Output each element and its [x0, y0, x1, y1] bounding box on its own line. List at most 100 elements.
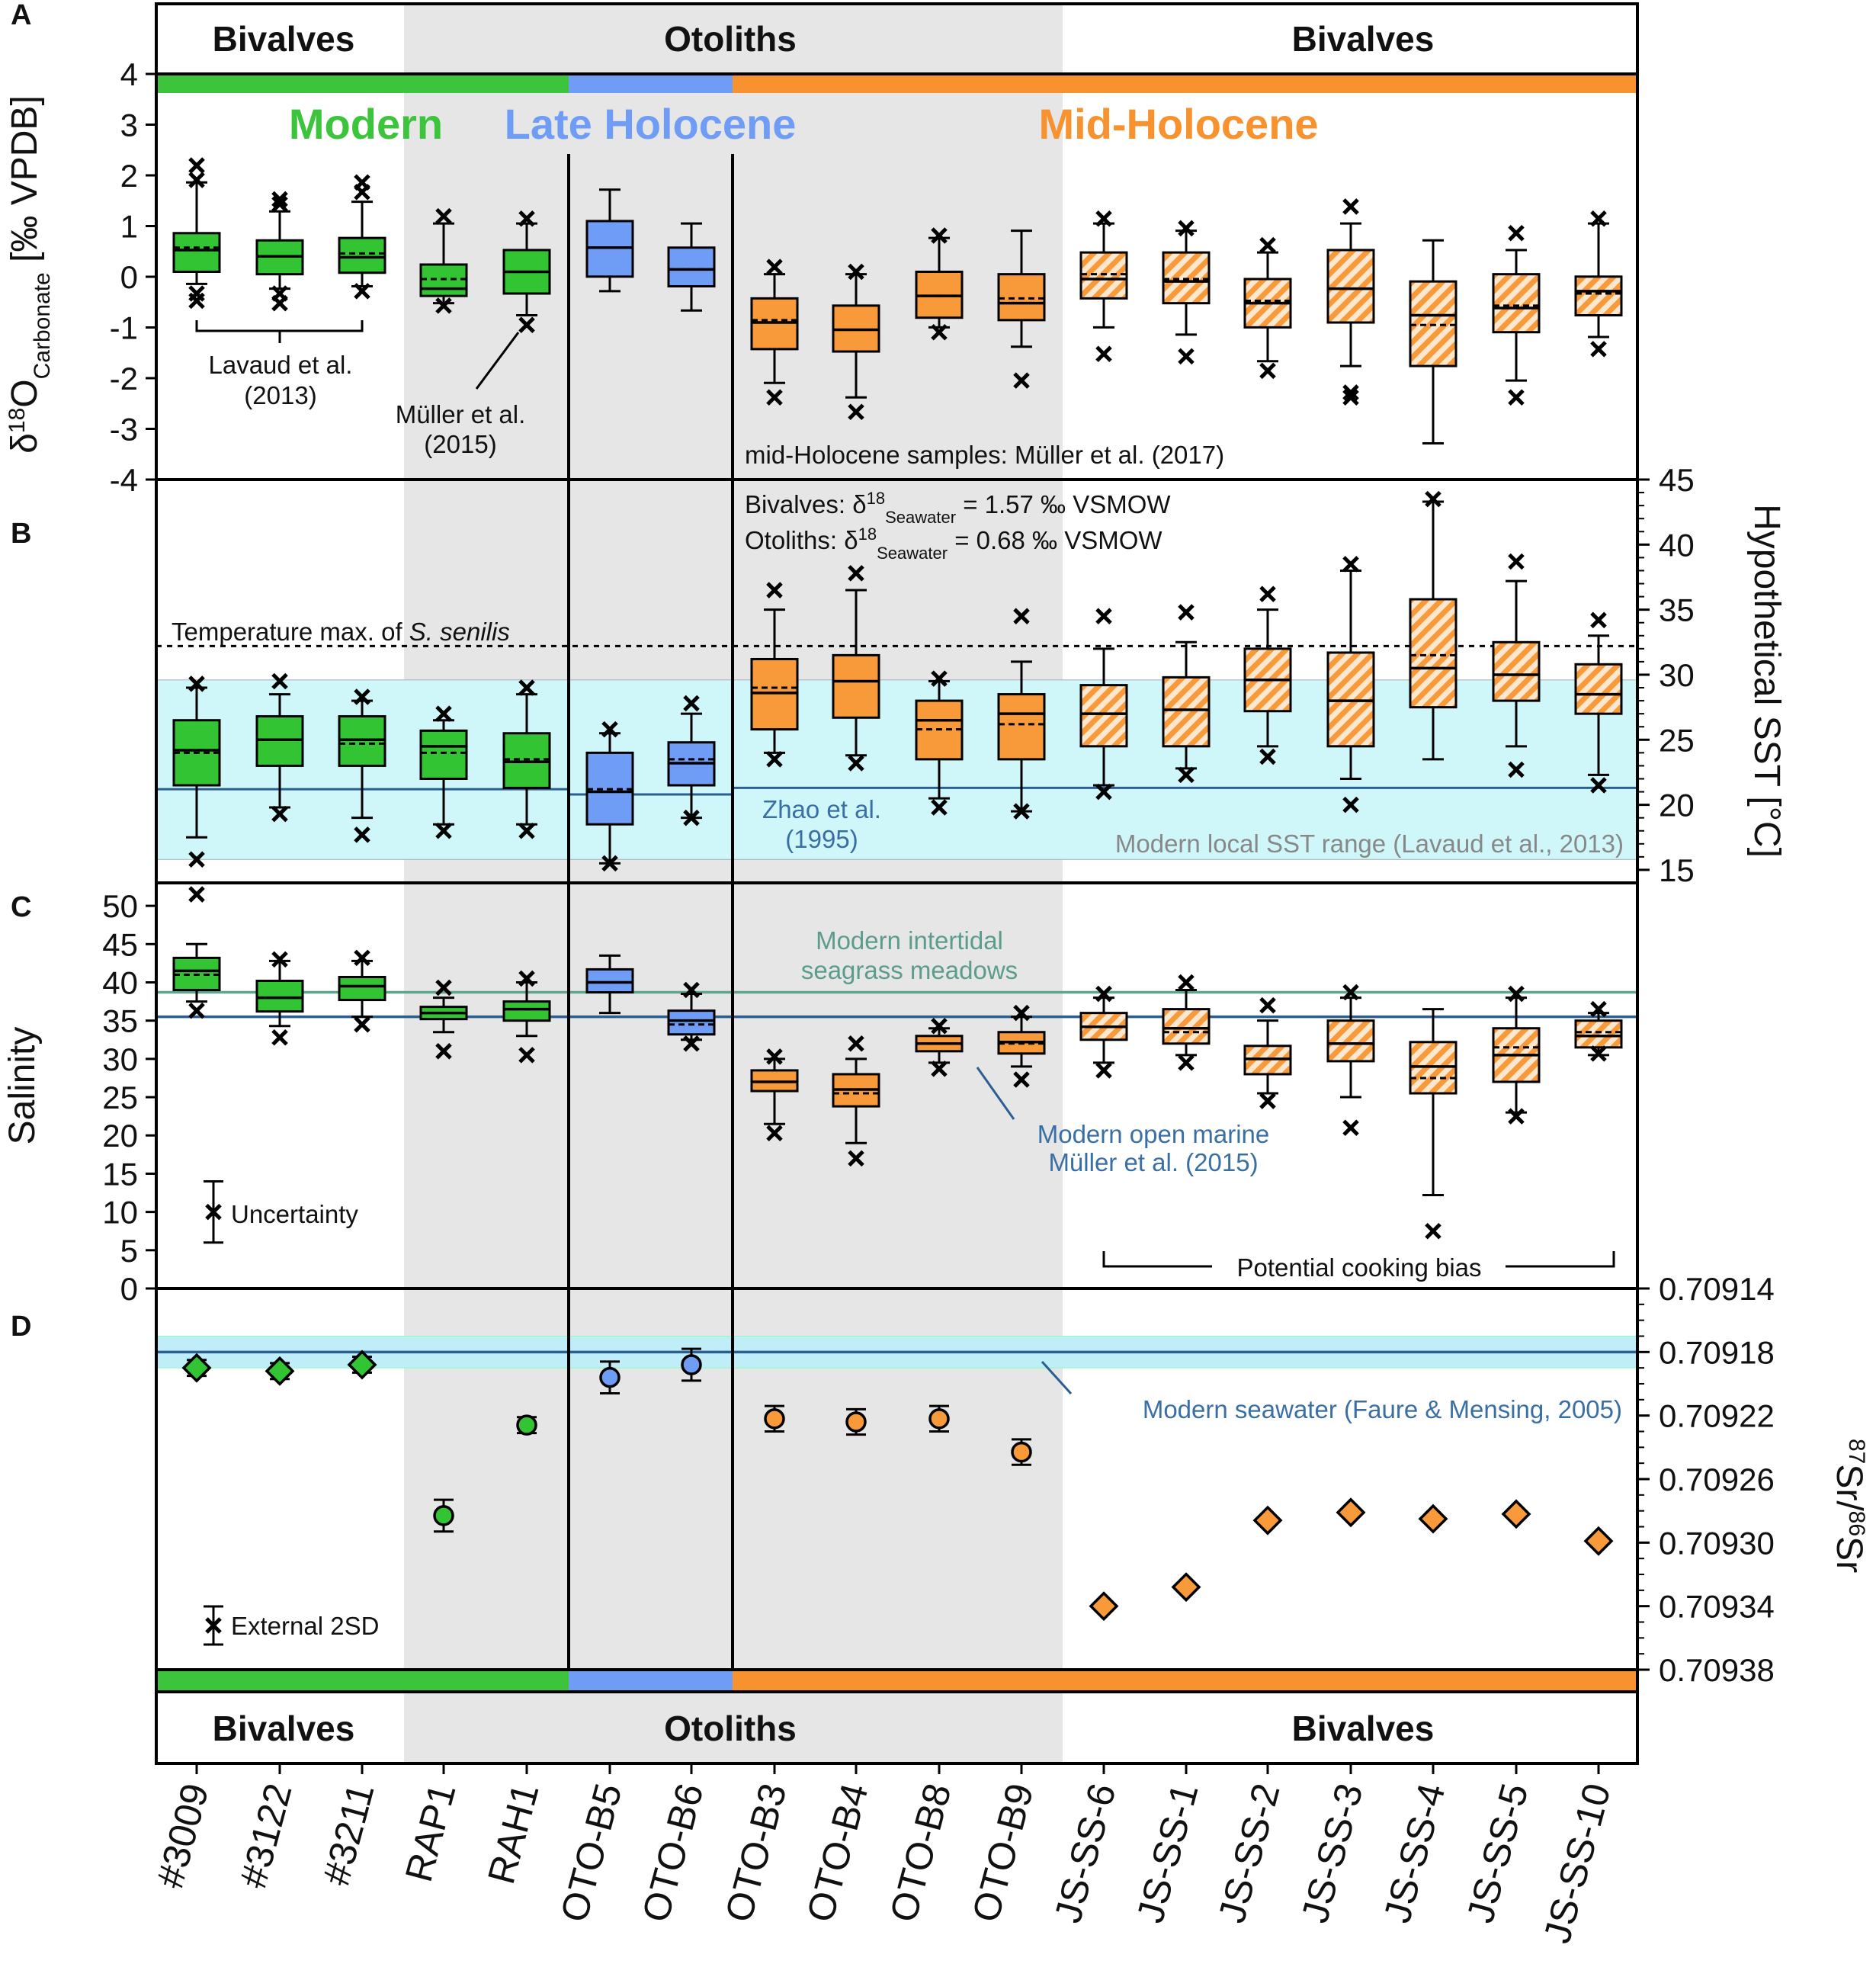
seawater-pointer	[1041, 1360, 1073, 1395]
sr-marker-circle	[1011, 1441, 1032, 1463]
sample-label: #3009	[149, 1779, 217, 1892]
outlier-mark	[848, 1150, 864, 1167]
outlier-mark	[766, 258, 783, 275]
ytick-label: 4	[120, 56, 138, 92]
group-header-top: Otoliths	[664, 19, 797, 59]
outlier-mark	[601, 720, 618, 738]
y-axis-label-a: δ18OCarbonate [‰ VPDB]	[5, 95, 55, 454]
outlier-mark	[435, 1043, 452, 1060]
outlier-mark	[435, 979, 452, 996]
ytick-label: 35	[102, 1003, 138, 1039]
outlier-mark	[1178, 766, 1195, 784]
outlier-mark	[931, 323, 948, 341]
outlier-mark	[435, 822, 452, 839]
sr-marker-circle	[764, 1408, 785, 1430]
box-b-16	[1409, 490, 1458, 761]
ytick-label: 0.70922	[1659, 1398, 1775, 1434]
box-c-14	[1243, 996, 1292, 1109]
box-body	[419, 263, 468, 297]
box-c-2	[255, 951, 304, 1046]
outlier-mark	[188, 1002, 205, 1019]
box-a-18	[1574, 210, 1623, 358]
period-label: Late Holocene	[505, 100, 797, 148]
uncertainty-label: Uncertainty	[231, 1200, 358, 1228]
panel-label: D	[11, 1311, 31, 1343]
ytick-label: 30	[102, 1041, 138, 1077]
sr-point-3	[347, 1349, 377, 1380]
box-c-8	[750, 1048, 799, 1141]
outlier-mark	[518, 210, 535, 227]
box-body	[997, 693, 1046, 761]
period-bar-top	[569, 74, 733, 93]
outlier-mark	[271, 191, 288, 208]
box-b-10	[915, 670, 964, 816]
outlier-mark	[1590, 1045, 1607, 1062]
outlier-mark	[188, 851, 205, 868]
cooking-label: Potential cooking bias	[1236, 1253, 1481, 1282]
text-part: 86	[1845, 1511, 1870, 1536]
outlier-mark	[1508, 389, 1525, 406]
box-body	[1326, 249, 1375, 324]
temp-max-label: Temperature max. of S. senilis	[172, 618, 510, 646]
panel-c-boxes	[172, 886, 1623, 1240]
sr-marker-diamond	[181, 1353, 212, 1383]
outlier-mark	[1013, 372, 1030, 389]
ytick-label: 0.70938	[1659, 1652, 1775, 1688]
midholo-label: mid-Holocene samples: Müller et al. (201…	[745, 441, 1224, 469]
y-axis-label-b: Hypothetical SST [°C]	[1746, 504, 1787, 858]
outlier-mark	[931, 1061, 948, 1077]
sr-point-2	[265, 1356, 295, 1386]
box-body	[1079, 251, 1128, 300]
outlier-mark	[1425, 1222, 1441, 1240]
period-label: Modern	[289, 100, 443, 148]
sr-marker-circle	[516, 1414, 537, 1436]
box-c-7	[667, 981, 716, 1052]
sr-point-16	[1418, 1503, 1448, 1534]
outlier-mark	[1508, 761, 1525, 778]
outlier-mark	[766, 389, 783, 406]
box-c-4	[419, 979, 468, 1060]
outlier-mark	[518, 822, 535, 839]
box-a-16	[1409, 239, 1458, 444]
open-marine-pointer	[976, 1067, 1015, 1120]
sample-label: JS-SS-1	[1128, 1779, 1206, 1927]
sr-point-6	[599, 1360, 621, 1394]
annotations: Lavaud et al.(2013) Müller et al.(2015) mi…	[172, 320, 1624, 1646]
box-c-18	[1574, 1000, 1623, 1062]
box-a-10	[915, 227, 964, 341]
box-b-15	[1326, 556, 1375, 814]
box-c-3	[338, 949, 386, 1033]
outlier-mark	[1095, 985, 1112, 1003]
outlier-mark	[1259, 996, 1276, 1014]
period-bar-top	[733, 74, 1637, 93]
box-body	[502, 1000, 551, 1022]
box-c-5	[502, 970, 551, 1064]
text-part: Carbonate	[30, 272, 55, 379]
sample-label: JS-SS-6	[1046, 1779, 1124, 1927]
sample-label: JS-SS-3	[1293, 1779, 1371, 1927]
ytick-label: 35	[1659, 592, 1695, 628]
group-header-bottom: Otoliths	[664, 1709, 797, 1748]
ytick-label: -3	[110, 412, 138, 448]
box-a-3	[338, 174, 386, 300]
outlier-mark	[1095, 345, 1112, 362]
sr-marker-diamond	[1171, 1572, 1201, 1603]
group-header-top: Bivalves	[213, 19, 355, 59]
ytick-label: 0	[120, 1271, 138, 1307]
box-body	[1574, 663, 1623, 715]
sr-marker-diamond	[1418, 1503, 1448, 1534]
outlier-mark	[518, 1047, 535, 1064]
sr-point-1	[181, 1353, 212, 1383]
box-body	[1162, 1008, 1211, 1045]
ytick-label: 10	[102, 1195, 138, 1231]
outlier-mark	[1013, 608, 1030, 624]
box-b-14	[1243, 586, 1292, 765]
outlier-mark	[1508, 553, 1525, 570]
ytick-label: 0.70930	[1659, 1525, 1775, 1561]
sample-label: OTO-B8	[882, 1779, 960, 1926]
text-part: 18	[867, 489, 885, 508]
outlier-mark	[354, 949, 370, 967]
sample-label: #3211	[315, 1779, 383, 1889]
box-b-6	[585, 720, 634, 872]
outlier-mark	[1013, 1004, 1030, 1022]
